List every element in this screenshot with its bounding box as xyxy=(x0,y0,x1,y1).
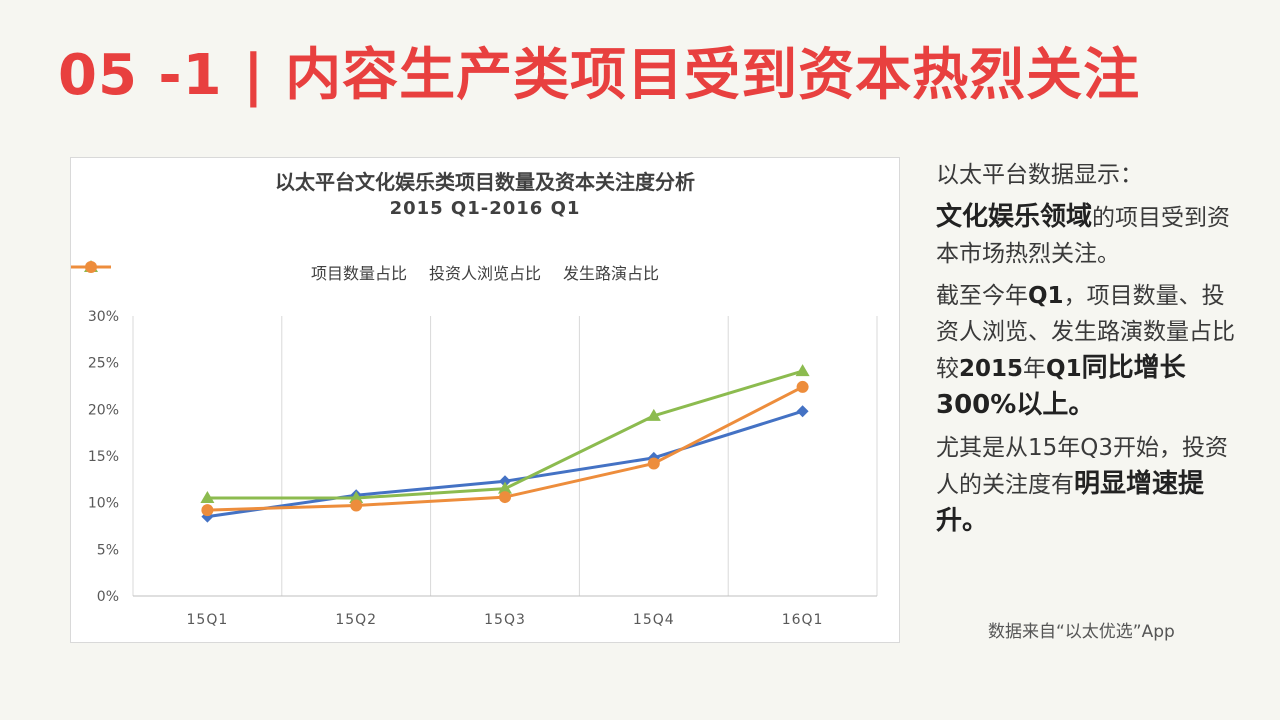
chart-canvas: 0% 5% 10% 15% 20% 25% 30% 15Q1 15Q2 15Q3 15Q4 16Q1 xyxy=(88,309,878,628)
data-point xyxy=(201,504,214,517)
data-point xyxy=(796,380,809,393)
x-tick-label: 15Q3 xyxy=(484,612,526,628)
legend-swatch xyxy=(71,261,111,273)
y-tick-label: 15% xyxy=(88,449,119,465)
side-paragraph-4: 尤其是从15年Q3开始，投资人的关注度有明显增速提升。 xyxy=(936,435,1229,536)
y-tick-label: 5% xyxy=(97,542,119,558)
legend-label: 项目数量占比 xyxy=(310,264,407,283)
data-point xyxy=(646,408,661,421)
chart-subtitle: 2015 Q1-2016 Q1 xyxy=(389,198,581,219)
side-paragraph-3: 截至今年Q1，项目数量、投资人浏览、发生路演数量占比较2015年Q1同比增长30… xyxy=(936,283,1235,420)
x-tick-label: 15Q4 xyxy=(633,612,675,628)
data-point xyxy=(498,481,512,494)
chart-legend: 项目数量占比 投资人浏览占比 发生路演占比 xyxy=(71,260,899,284)
x-tick-label: 15Q2 xyxy=(335,612,377,628)
data-point xyxy=(795,364,810,377)
legend-label: 投资人浏览占比 xyxy=(428,264,541,283)
legend-item: 发生路演占比 xyxy=(71,260,660,284)
side-text: 以太平台数据显示： 文化娱乐领域的项目受到资本市场热烈关注。 截至今年Q1，项目… xyxy=(936,157,1236,546)
slide-title: 05 -1 | 内容生产类项目受到资本热烈关注 xyxy=(58,43,1141,108)
legend-item: 项目数量占比 xyxy=(71,260,407,284)
data-point xyxy=(350,499,363,512)
legend-label: 发生路演占比 xyxy=(563,264,660,283)
data-point xyxy=(499,491,511,504)
data-point xyxy=(349,491,364,503)
data-point xyxy=(200,491,215,503)
y-tick-label: 10% xyxy=(88,496,119,512)
side-paragraph-1: 以太平台数据显示： xyxy=(936,162,1143,188)
side-paragraph-2: 文化娱乐领域的项目受到资本市场热烈关注。 xyxy=(936,202,1231,267)
legend-item: 投资人浏览占比 xyxy=(71,260,541,284)
source-note: 数据来自“以太优选”App xyxy=(988,622,1175,642)
y-tick-label: 30% xyxy=(88,309,119,325)
data-point xyxy=(647,457,660,470)
data-point xyxy=(499,475,511,488)
y-tick-label: 20% xyxy=(88,402,119,418)
chart-title: 以太平台文化娱乐类项目数量及资本关注度分析 xyxy=(275,170,695,194)
data-point xyxy=(796,405,809,418)
x-tick-label: 16Q1 xyxy=(782,612,824,628)
y-tick-label: 0% xyxy=(97,589,119,605)
y-tick-label: 25% xyxy=(88,356,119,372)
x-tick-label: 15Q1 xyxy=(187,612,229,628)
line-chart: 0% 5% 10% 15% 20% 25% 30% 15Q1 15Q2 15Q3 15Q4 16Q1 … xyxy=(70,157,900,643)
